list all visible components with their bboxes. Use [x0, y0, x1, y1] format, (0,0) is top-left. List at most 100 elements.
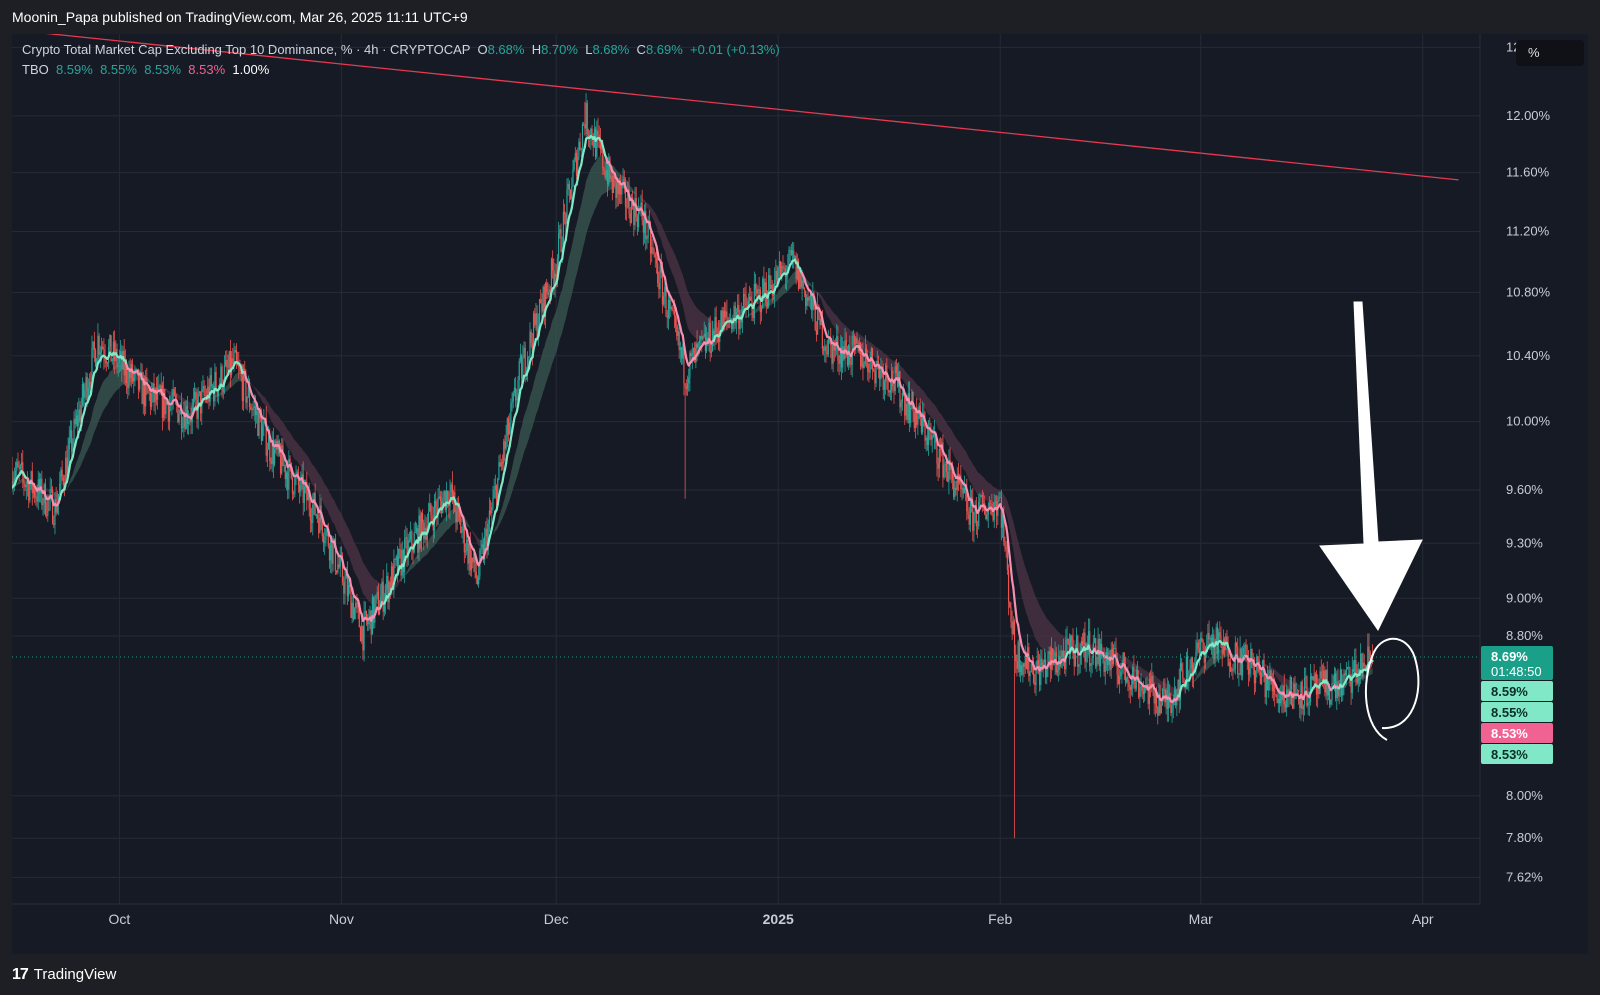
candle-body: [332, 545, 334, 564]
candle-body: [1142, 690, 1145, 694]
percent-scale-button[interactable]: %: [1516, 40, 1584, 66]
candle-body: [721, 310, 723, 330]
candle-body: [1093, 638, 1096, 643]
open-label: O: [477, 42, 488, 57]
low-label: L: [585, 42, 593, 57]
candle-body: [1222, 639, 1224, 654]
price-chart[interactable]: 12.50%12.00%11.60%11.20%10.80%10.40%10.0…: [12, 34, 1588, 954]
candle-body: [700, 336, 702, 340]
tradingview-logo[interactable]: 17: [12, 966, 29, 983]
candle-body: [1053, 661, 1055, 666]
y-tick-label: 10.00%: [1506, 414, 1551, 429]
candle-body: [369, 610, 371, 618]
candle-body: [701, 336, 703, 340]
candle-body: [40, 478, 42, 494]
brand-name[interactable]: TradingView: [33, 966, 117, 983]
candle-body: [256, 410, 258, 416]
candle-body: [515, 387, 517, 401]
candle-body: [524, 347, 526, 375]
candle-body: [1232, 669, 1234, 671]
candle-body: [744, 294, 746, 296]
candle-body: [195, 391, 197, 400]
candle-body: [657, 263, 659, 283]
candle-body: [1002, 514, 1004, 528]
candle-body: [1290, 676, 1293, 705]
candle-body: [733, 305, 735, 321]
candle-body: [1138, 676, 1140, 698]
indicator-fast-line: [1017, 623, 1021, 635]
candle-body: [908, 393, 911, 423]
candle-body: [1033, 664, 1035, 683]
candle-body: [279, 454, 282, 474]
candle-body: [1167, 693, 1170, 709]
candle-body: [867, 358, 869, 372]
candle-body: [799, 269, 801, 289]
candle-body: [775, 270, 777, 280]
candle-body: [1305, 676, 1307, 678]
candle-body: [432, 519, 434, 531]
candle-body: [227, 367, 229, 369]
candle-body: [1118, 676, 1121, 684]
candle-body: [877, 360, 880, 366]
candle-body: [972, 501, 974, 531]
candle-body: [645, 210, 647, 240]
candle-body: [1208, 632, 1210, 640]
candle-body: [1235, 642, 1238, 647]
candle-body: [592, 140, 594, 148]
candle-body: [215, 372, 217, 391]
candle-body: [708, 322, 710, 345]
candle-body: [1004, 541, 1006, 547]
candle-body: [541, 303, 543, 312]
indicator-fast-line: [518, 388, 522, 399]
candle-body: [1206, 644, 1208, 647]
indicator-value: 8.53%: [188, 62, 226, 77]
candle-body: [1318, 685, 1320, 695]
candle-body: [1070, 635, 1072, 655]
symbol-title[interactable]: Crypto Total Market Cap Excluding Top 10…: [22, 42, 471, 57]
candle-body: [307, 492, 309, 501]
candle-body: [620, 181, 622, 195]
indicator-fast-line: [820, 311, 824, 321]
candle-body: [1151, 675, 1153, 688]
indicator-value: 8.59%: [55, 62, 93, 77]
candle-body: [630, 197, 633, 223]
candle-body: [1129, 686, 1131, 690]
candle-body: [65, 457, 67, 487]
candle-body: [433, 500, 436, 531]
candle-body: [1027, 647, 1029, 670]
candle-body: [739, 314, 741, 330]
indicator-fast-line: [561, 249, 565, 260]
candle-body: [375, 594, 377, 604]
candle-body: [495, 485, 498, 506]
chart-pane[interactable]: 12.50%12.00%11.60%11.20%10.80%10.40%10.0…: [12, 34, 1588, 954]
candle-body: [217, 386, 220, 396]
candle-body: [611, 175, 613, 193]
candle-body: [571, 186, 573, 200]
candle-body: [158, 385, 160, 387]
candle-body: [183, 414, 185, 427]
candle-body: [973, 512, 975, 531]
candle-body: [1144, 686, 1146, 694]
candle-body: [1264, 676, 1266, 698]
change-value: +0.01 (+0.13%): [690, 42, 780, 57]
candle-body: [695, 343, 697, 363]
candle-body: [485, 528, 487, 537]
y-tick-label: 7.62%: [1506, 869, 1543, 884]
candle-body: [1034, 682, 1036, 685]
candle-body: [658, 282, 660, 290]
candle-body: [547, 292, 549, 295]
candle-body: [136, 368, 138, 370]
candle-body: [250, 407, 252, 410]
candle-body: [358, 606, 360, 628]
candle-body: [121, 351, 123, 370]
candle-body: [516, 397, 518, 401]
candle-body: [455, 511, 457, 523]
candle-body: [1292, 704, 1294, 709]
candle-body: [893, 385, 895, 392]
candle-body: [526, 357, 529, 373]
candle-body: [421, 513, 424, 523]
candle-body: [737, 305, 739, 312]
candle-body: [287, 472, 289, 490]
indicator-name[interactable]: TBO: [22, 62, 49, 77]
candle-body: [772, 295, 775, 297]
